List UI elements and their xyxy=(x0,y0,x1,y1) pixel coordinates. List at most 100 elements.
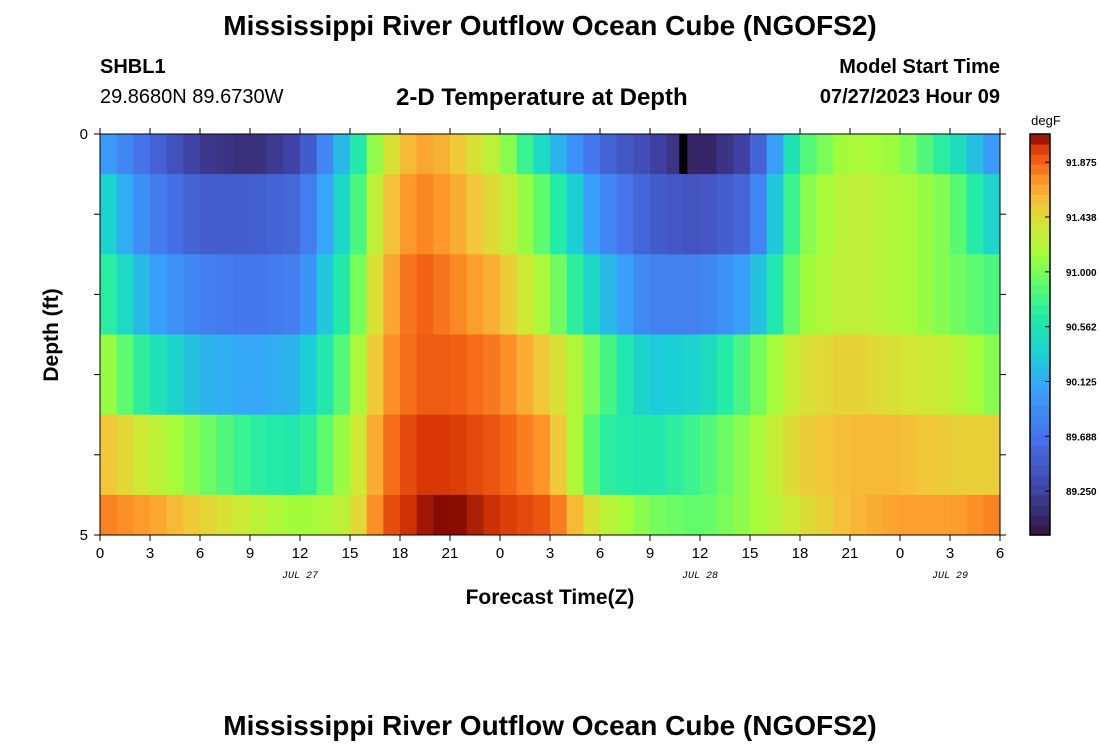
heat-cell xyxy=(750,334,768,416)
heat-cell xyxy=(166,414,184,496)
heat-cell xyxy=(200,414,218,496)
heat-cell xyxy=(200,254,218,335)
heat-cell xyxy=(483,254,501,335)
heat-cell xyxy=(833,414,851,496)
heat-cell xyxy=(566,254,584,335)
heat-cell xyxy=(333,494,351,535)
heat-cell xyxy=(400,174,418,255)
heat-cell xyxy=(866,494,884,535)
heat-cell xyxy=(616,134,634,175)
heat-cell xyxy=(900,254,918,335)
heat-cell xyxy=(933,174,951,255)
heat-cell xyxy=(716,334,734,416)
heat-cell xyxy=(433,174,451,255)
x-tick-label: 9 xyxy=(646,545,654,562)
heat-cell xyxy=(816,334,834,416)
heat-cell xyxy=(550,334,568,416)
colorbar-swatch xyxy=(1030,504,1050,516)
heat-cell xyxy=(983,494,1000,535)
heat-cell xyxy=(516,254,534,335)
y-axis: 05 xyxy=(80,126,1006,544)
x-tick-label: 18 xyxy=(392,545,409,562)
x-tick-label: 21 xyxy=(842,545,859,562)
heat-cell xyxy=(800,134,818,175)
colorbar-frame xyxy=(1029,133,1051,536)
heat-cell xyxy=(583,134,601,175)
heat-cell xyxy=(550,414,568,496)
heat-cell xyxy=(466,334,484,416)
heat-cell xyxy=(100,134,118,175)
heat-cell xyxy=(883,174,901,255)
heat-cell xyxy=(600,254,618,335)
heat-cell xyxy=(150,134,168,175)
heat-cell xyxy=(916,334,934,416)
heat-cell xyxy=(800,254,818,335)
time-marker xyxy=(679,134,688,174)
x-tick-label: 15 xyxy=(342,545,359,562)
heat-cell xyxy=(666,334,684,416)
heat-cell xyxy=(250,134,268,175)
date-label: JUL 27 xyxy=(282,571,318,582)
heat-cell xyxy=(366,254,384,335)
colorbar-tick-label: 91.000 xyxy=(1066,268,1097,279)
heat-cell xyxy=(250,174,268,255)
heat-cell xyxy=(933,134,951,175)
heat-cell xyxy=(950,174,968,255)
heat-cell xyxy=(116,134,134,175)
heat-cell xyxy=(616,174,634,255)
heat-cell xyxy=(650,494,668,535)
heat-cell xyxy=(316,174,334,255)
heat-cell xyxy=(350,334,368,416)
heat-cell xyxy=(733,174,751,255)
heat-cell xyxy=(883,494,901,535)
heat-cell xyxy=(933,494,951,535)
x-tick-label: 0 xyxy=(96,545,104,562)
heat-cell xyxy=(966,494,984,535)
heat-cell xyxy=(216,174,234,255)
colorbar-swatch xyxy=(1030,494,1050,506)
heat-cell xyxy=(383,254,401,335)
x-tick-label: 6 xyxy=(196,545,204,562)
heat-cell xyxy=(233,134,251,175)
heat-cell xyxy=(133,134,151,175)
heat-cell xyxy=(416,134,434,175)
heat-cell xyxy=(600,494,618,535)
heat-cell xyxy=(833,494,851,535)
y-tick-label: 5 xyxy=(80,527,88,544)
heatmap-cells xyxy=(100,134,1000,535)
heat-cell xyxy=(533,174,551,255)
date-label: JUL 29 xyxy=(932,571,968,582)
heat-cell xyxy=(450,254,468,335)
heat-cell xyxy=(466,414,484,496)
heat-cell xyxy=(783,134,801,175)
heat-cell xyxy=(283,174,301,255)
heat-cell xyxy=(266,334,284,416)
heat-cell xyxy=(716,494,734,535)
x-tick-label: 0 xyxy=(496,545,504,562)
heat-cell xyxy=(166,134,184,175)
heat-cell xyxy=(700,254,718,335)
heat-cell xyxy=(216,414,234,496)
heat-cell xyxy=(116,174,134,255)
heat-cell xyxy=(816,174,834,255)
heat-cell xyxy=(816,414,834,496)
colorbar-swatch xyxy=(1030,184,1050,195)
heat-cell xyxy=(466,494,484,535)
heat-cell xyxy=(983,174,1000,255)
heat-cell xyxy=(166,494,184,535)
heat-cell xyxy=(500,334,518,416)
heat-cell xyxy=(183,254,201,335)
colorbar-swatch xyxy=(1030,164,1050,175)
heat-cell xyxy=(250,254,268,335)
colorbar: degF 91.875 91.438 91.000 90.562 90.125 89.688… xyxy=(1029,113,1097,536)
heat-cell xyxy=(950,334,968,416)
heat-cell xyxy=(183,134,201,175)
heat-cell xyxy=(200,134,218,175)
colorbar-swatch xyxy=(1030,364,1050,376)
heat-cell xyxy=(533,134,551,175)
heat-cell xyxy=(766,494,784,535)
heat-cell xyxy=(650,134,668,175)
heat-cell xyxy=(416,254,434,335)
heat-cell xyxy=(383,134,401,175)
x-tick-label: 12 xyxy=(692,545,709,562)
